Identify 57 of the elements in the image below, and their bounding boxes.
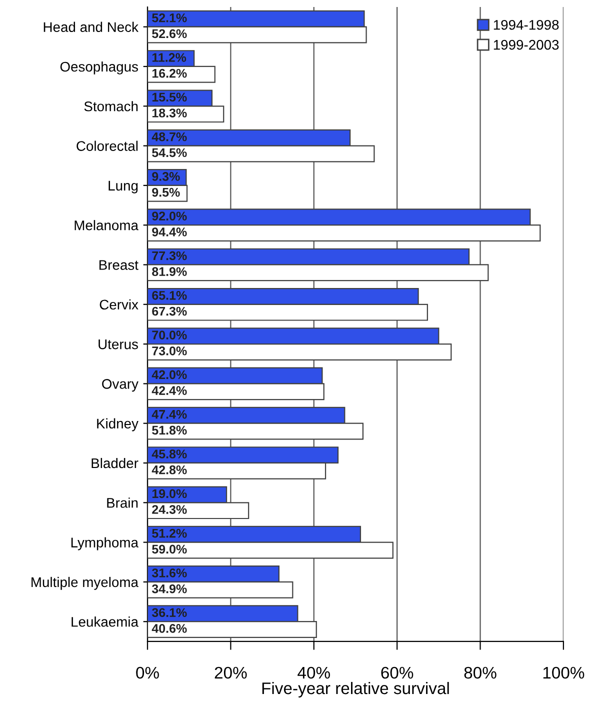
y-tick-label: Stomach <box>84 101 138 112</box>
data-label: 15.5% <box>152 92 187 102</box>
y-tick-label: Brain <box>107 498 138 508</box>
data-label: 9.3% <box>152 172 180 181</box>
data-label: 34.9% <box>152 584 187 594</box>
x-tick-label: 60% <box>381 666 414 679</box>
y-tick-label: Oesophagus <box>60 61 138 74</box>
data-label: 51.8% <box>152 426 187 435</box>
y-tick-label: Colorectal <box>76 140 138 151</box>
data-label: 70.0% <box>152 330 187 340</box>
y-tick-label: Bladder <box>92 458 138 468</box>
y-tick-label: Cervix <box>100 299 138 310</box>
y-tick-label: Kidney <box>97 418 138 432</box>
data-label: 42.4% <box>152 386 187 395</box>
data-label: 51.2% <box>152 528 187 538</box>
data-label: 92.0% <box>152 212 187 221</box>
legend-label: 1999-2003 <box>494 40 559 50</box>
x-axis-title: Five-year relative survival <box>262 682 449 698</box>
data-label: 45.8% <box>152 450 187 458</box>
y-tick-label: Multiple myeloma <box>32 576 138 590</box>
data-label: 18.3% <box>152 108 187 118</box>
data-label: 52.6% <box>152 29 187 38</box>
data-label: 54.5% <box>152 148 187 158</box>
data-label: 65.1% <box>152 290 187 300</box>
y-tick-label: Leukaemia <box>72 616 138 627</box>
data-label: 52.1% <box>152 13 187 22</box>
data-label: 42.0% <box>152 370 187 380</box>
data-label: 48.7% <box>152 132 187 142</box>
data-label: 47.4% <box>152 410 187 419</box>
y-tick-label: Melanoma <box>74 220 138 230</box>
data-label: 59.0% <box>152 544 187 554</box>
y-tick-label: Lung <box>108 180 138 194</box>
data-label: 40.6% <box>152 624 187 633</box>
data-label: 31.6% <box>152 568 187 578</box>
y-tick-label: Ovary <box>102 379 138 392</box>
y-tick-label: Breast <box>99 260 138 270</box>
data-label: 77.3% <box>152 251 187 260</box>
data-label: 42.8% <box>152 465 187 474</box>
y-tick-label: Lymphoma <box>71 537 138 550</box>
x-tick-label: 0% <box>136 666 159 679</box>
data-label: 94.4% <box>152 228 187 236</box>
x-tick-label: 80% <box>464 666 496 679</box>
x-tick-label: 100% <box>543 666 584 679</box>
legend-label: 1994-1998 <box>494 20 559 30</box>
x-tick-label: 20% <box>214 666 247 679</box>
x-tick-label: 40% <box>298 666 330 679</box>
y-tick-label: Uterus <box>98 340 138 350</box>
data-label: 36.1% <box>152 608 187 618</box>
data-label: 9.5% <box>152 188 180 197</box>
data-label: 19.0% <box>152 489 187 498</box>
data-label: 67.3% <box>152 306 187 316</box>
data-label: 73.0% <box>152 346 187 356</box>
y-tick-label: Head and Neck <box>44 22 138 32</box>
data-label: 81.9% <box>152 267 187 276</box>
data-label: 24.3% <box>152 505 187 514</box>
data-label: 16.2% <box>152 68 187 78</box>
data-label: 11.2% <box>152 53 186 62</box>
